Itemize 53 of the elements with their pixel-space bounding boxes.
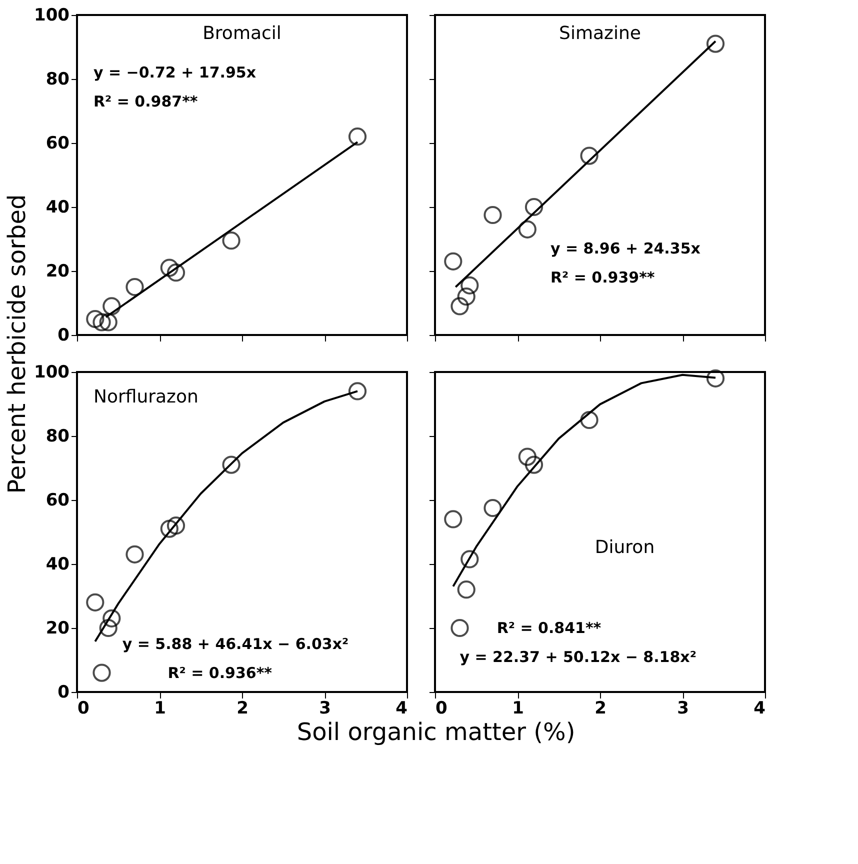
x-tick-label: 0: [436, 698, 448, 718]
annotation: y = 8.96 + 24.35x: [550, 240, 701, 258]
y-axis-title: Percent herbicide sorbed: [3, 194, 31, 494]
x-tick-label: 2: [594, 698, 606, 718]
y-tick-label: 80: [46, 70, 70, 90]
point: [348, 128, 367, 146]
x-tick-label: 4: [396, 698, 408, 718]
annotation: R² = 0.841**: [496, 619, 602, 637]
point: [580, 146, 598, 165]
x-tick-label: 2: [236, 698, 248, 718]
y-tick-label: 20: [46, 262, 70, 282]
point: [99, 313, 118, 332]
annotation: y = 5.88 + 46.41x − 6.03x²: [122, 635, 349, 653]
y-tick-label: 60: [46, 490, 70, 510]
point: [460, 276, 479, 294]
y-tick-label: 40: [46, 198, 70, 218]
y-tick-label: 80: [46, 426, 70, 446]
text: Simazine: [559, 23, 641, 44]
text: Diuron: [594, 537, 655, 558]
text: Bromacil: [202, 23, 282, 44]
annotation: y = 22.37 + 50.12x − 8.18x²: [460, 648, 696, 666]
y-tick-label: 100: [34, 362, 70, 382]
annotation: R² = 0.939**: [550, 268, 655, 286]
point: [518, 220, 536, 238]
point: [444, 252, 462, 270]
annotation: R² = 0.987**: [94, 92, 198, 110]
point: [450, 297, 469, 316]
annotation: y = −0.72 + 17.95x: [94, 64, 256, 82]
x-tick-label: 0: [78, 698, 90, 718]
point: [102, 297, 121, 316]
point: [92, 313, 111, 332]
y-tick-label: 20: [46, 618, 70, 638]
y-tick-label: 0: [58, 326, 70, 346]
point: [222, 232, 240, 250]
x-axis-title: Soil organic matter (%): [296, 718, 576, 746]
x-tick-label: 1: [512, 698, 524, 718]
text: Norflurazon: [94, 386, 198, 408]
point: [524, 198, 544, 216]
point: [160, 258, 178, 277]
x-tick-label: 3: [677, 698, 689, 718]
point: [457, 288, 476, 306]
x-tick-label: 3: [319, 698, 331, 718]
point: [706, 34, 725, 53]
annotation: R² = 0.936**: [168, 664, 272, 682]
y-tick-label: 0: [58, 682, 70, 702]
y-tick-label: 40: [46, 554, 70, 574]
y-tick-label: 60: [46, 134, 70, 154]
point: [484, 206, 502, 224]
point: [126, 278, 144, 296]
point: [166, 264, 186, 282]
x-tick-label: 4: [754, 698, 766, 718]
y-tick-label: 100: [34, 6, 70, 26]
x-tick-label: 1: [154, 698, 166, 718]
